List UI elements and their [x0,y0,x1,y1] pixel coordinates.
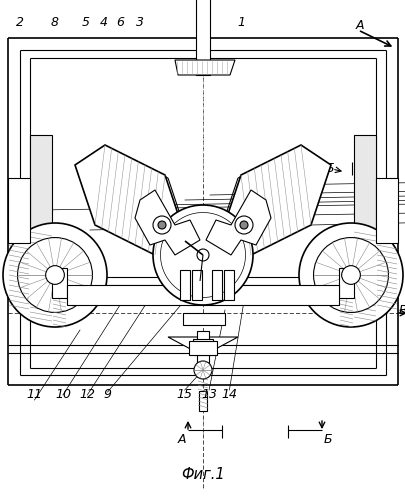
Polygon shape [220,145,330,255]
Circle shape [298,223,402,327]
Bar [196,0,209,75]
Text: 15: 15 [176,389,192,402]
Text: 13: 13 [200,389,217,402]
Circle shape [239,221,247,229]
Polygon shape [75,145,185,255]
Text: В: В [398,303,405,316]
Circle shape [234,216,252,234]
Circle shape [153,216,171,234]
Circle shape [3,223,107,327]
Bar [183,313,224,325]
Text: 14: 14 [221,389,237,402]
Text: Б: Б [325,162,333,175]
Bar [353,135,375,230]
Circle shape [196,249,209,261]
Text: Фиг.1: Фиг.1 [181,468,224,483]
Circle shape [45,265,64,284]
Polygon shape [207,337,237,353]
Bar [224,270,233,300]
Circle shape [194,361,211,379]
Bar [196,331,209,371]
Circle shape [153,205,252,305]
Text: 3: 3 [136,15,144,28]
Text: 12: 12 [79,389,95,402]
Text: 1: 1 [237,15,245,28]
Bar [375,178,397,243]
Polygon shape [205,190,270,255]
Text: 6: 6 [115,15,124,28]
Circle shape [160,213,245,297]
Bar [338,268,353,298]
Text: 2: 2 [16,15,24,28]
Text: 8: 8 [51,15,59,28]
Polygon shape [168,337,198,353]
Bar [52,268,67,298]
Bar [211,270,222,300]
Circle shape [313,238,388,312]
Text: 10: 10 [55,389,71,402]
Bar [192,339,213,355]
Circle shape [341,265,360,284]
Bar [189,341,216,355]
Text: 5: 5 [81,15,89,28]
Polygon shape [135,190,200,255]
Bar [67,285,338,305]
Circle shape [158,221,166,229]
Text: 11: 11 [26,389,43,402]
Bar [192,270,202,300]
Circle shape [17,238,92,312]
Bar [8,178,30,243]
Text: 9: 9 [103,389,111,402]
Bar [179,270,190,300]
Bar [198,391,207,411]
Bar [30,135,52,230]
Text: 4: 4 [99,15,107,28]
Text: А: А [177,434,186,447]
Text: А: А [355,18,363,31]
Text: Б: Б [323,434,332,447]
Polygon shape [175,60,234,75]
